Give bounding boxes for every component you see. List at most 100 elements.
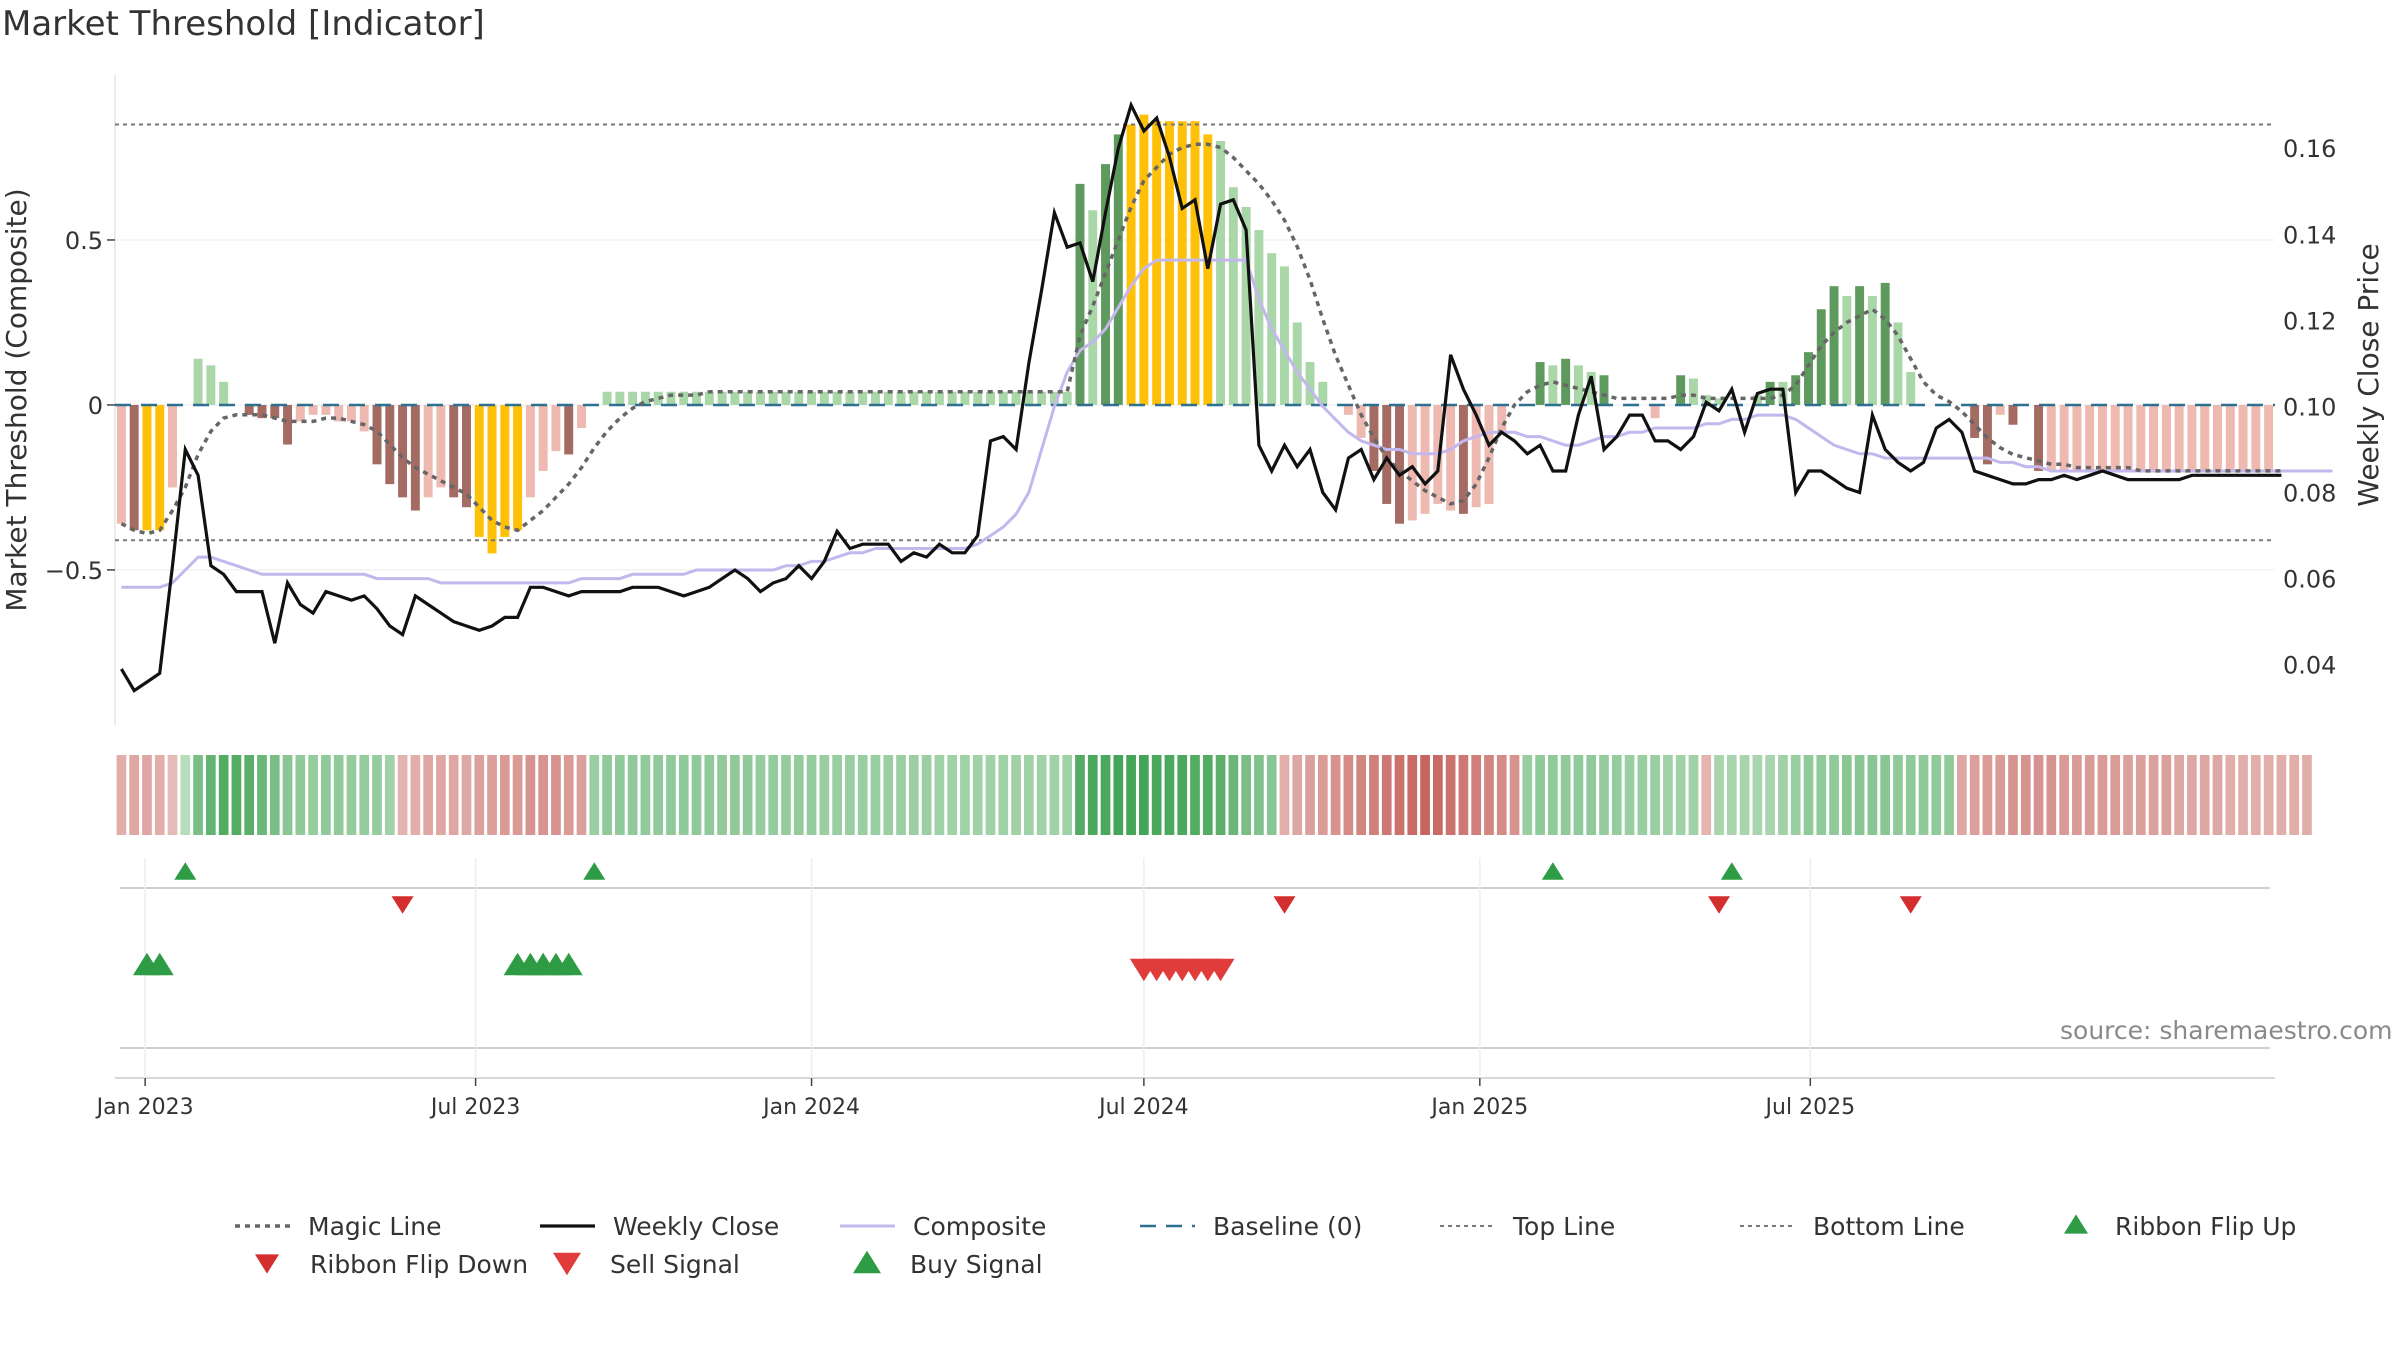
ribbon-cell (180, 755, 191, 835)
composite-bar (1190, 121, 1200, 405)
ribbon-flip-down-marker (1899, 896, 1922, 914)
composite-bar (845, 391, 855, 405)
composite-bar (755, 391, 765, 405)
buy-signal-marker (145, 952, 174, 976)
composite-bar (922, 391, 932, 405)
y-tick-label: 0.5 (65, 227, 103, 255)
ribbon-cell (1432, 755, 1443, 835)
composite-bar (602, 391, 612, 405)
composite-bar (1049, 391, 1059, 405)
composite-bar (270, 404, 280, 419)
composite-bar (896, 391, 906, 405)
composite-bar (2110, 404, 2120, 471)
ribbon-cell (653, 755, 664, 835)
composite-bar (1292, 322, 1302, 405)
x-tick-label: Jul 2025 (1764, 1095, 1856, 1120)
ribbon-cell (116, 755, 127, 835)
composite-bar (1164, 121, 1174, 405)
legend-item: Buy Signal (910, 1250, 1043, 1279)
ribbon-cell (896, 755, 906, 835)
ribbon-cell (921, 755, 932, 835)
ribbon-cell (2289, 755, 2300, 835)
composite-bar (423, 404, 433, 498)
ribbon-cell (1215, 755, 1226, 835)
composite-bar (1305, 362, 1315, 405)
ribbon-cell (1087, 755, 1098, 835)
composite-bar (1101, 164, 1111, 405)
composite-bar (1535, 362, 1545, 405)
ribbon-cell (666, 755, 676, 835)
ribbon-cell (691, 755, 702, 835)
composite-bar (142, 404, 152, 531)
composite-bar (1228, 187, 1238, 405)
ribbon-cell (359, 755, 370, 835)
ribbon-cell (2072, 755, 2082, 835)
x-tick-label: Jul 2024 (1097, 1095, 1189, 1120)
ribbon-cell (1292, 755, 1303, 835)
magic-line (120, 142, 2282, 536)
composite-bar (883, 391, 893, 405)
composite-bar (615, 391, 625, 405)
ribbon-cell (1778, 755, 1788, 835)
ribbon-cell (1599, 755, 1609, 835)
ribbon-cell (1126, 755, 1136, 835)
ribbon-cell (512, 755, 523, 835)
composite-bar (1446, 404, 1456, 511)
ribbon-cell (2020, 755, 2031, 835)
composite-bar (819, 391, 829, 405)
ribbon-cell (1445, 755, 1456, 835)
composite-bar (947, 391, 957, 405)
ribbon-cell (1982, 755, 1993, 835)
composite-bar (436, 404, 446, 488)
ribbon-cell (1611, 755, 1622, 835)
composite-bar (1216, 140, 1226, 405)
ribbon-cell (1317, 755, 1328, 835)
x-tick-label: Jan 2023 (95, 1095, 194, 1120)
composite-bar (372, 404, 382, 465)
ribbon-cell (1407, 755, 1418, 835)
composite-bar (385, 404, 395, 485)
composite-bar (1484, 404, 1494, 504)
composite-bar (666, 391, 676, 405)
composite-bar (155, 404, 165, 531)
ribbon-cell (1254, 755, 1264, 835)
ribbon-flip-up-marker (1720, 862, 1743, 880)
composite-bar (1318, 381, 1328, 405)
composite-bar (1382, 404, 1392, 504)
ribbon-cell (563, 755, 574, 835)
x-tick-label: Jan 2024 (761, 1095, 860, 1120)
ribbon-cell (806, 755, 817, 835)
composite-bar (1893, 322, 1903, 405)
composite-bar (986, 391, 995, 405)
ribbon-cell (781, 755, 791, 835)
composite-bar (973, 391, 983, 405)
composite-bar (1804, 352, 1813, 405)
ribbon-cell (167, 755, 178, 835)
ribbon-cell (1829, 755, 1839, 835)
ribbon-flip-down-marker (391, 896, 414, 914)
composite-bar (1407, 404, 1417, 521)
ribbon-cell (614, 755, 625, 835)
ribbon-cell (1969, 755, 1980, 835)
ribbon-cell (1484, 755, 1494, 835)
ribbon-cell (1714, 755, 1724, 835)
composite-bar (129, 404, 139, 531)
ribbon-cell (282, 755, 293, 835)
composite-bar (679, 391, 689, 405)
ribbon-cell (819, 755, 830, 835)
ribbon-cell (1522, 755, 1533, 835)
composite-bar (346, 404, 356, 422)
composite-bar (871, 391, 880, 405)
y2-axis-label: Weekly Close Price (2352, 243, 2385, 506)
composite-bar (2046, 404, 2056, 471)
composite-bar (768, 391, 778, 405)
ribbon-cell (321, 755, 331, 835)
y-axis-label: Market Threshold (Composite) (0, 188, 33, 611)
composite-bar (2225, 404, 2235, 471)
composite-bar (1791, 375, 1801, 405)
composite-bar (1829, 286, 1839, 405)
ribbon-cell (1394, 755, 1405, 835)
ribbon-cell (768, 755, 779, 835)
composite-bar (334, 404, 344, 422)
